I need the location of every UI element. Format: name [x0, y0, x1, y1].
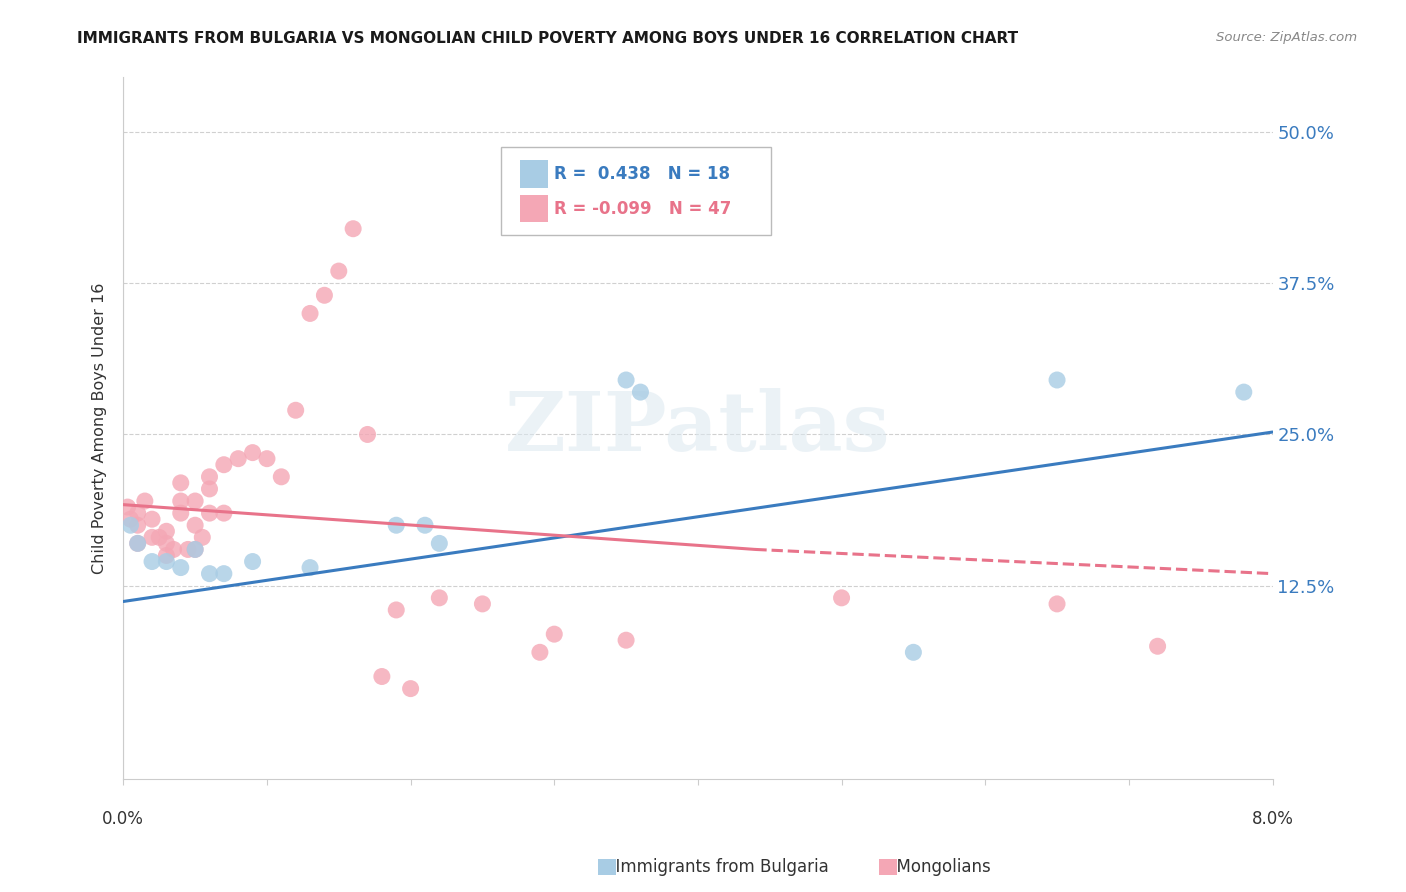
Point [155, 555, 177, 569]
Text: 0.0%: 0.0% [103, 810, 145, 828]
Point [148, 530, 170, 544]
Point [170, 475, 193, 490]
Point [903, 645, 925, 659]
Point [141, 555, 163, 569]
Point [177, 542, 200, 557]
Point [543, 627, 565, 641]
Point [184, 494, 207, 508]
Point [198, 482, 221, 496]
Point [242, 555, 264, 569]
Point [212, 458, 235, 472]
Point [170, 494, 193, 508]
Point [413, 518, 436, 533]
Point [385, 603, 408, 617]
Point [170, 560, 193, 574]
Point [427, 591, 450, 605]
Point [427, 536, 450, 550]
Point [1046, 597, 1069, 611]
Point [226, 451, 249, 466]
Point [1146, 640, 1168, 654]
Point [630, 385, 652, 400]
Point [471, 597, 494, 611]
Point [162, 542, 184, 557]
Y-axis label: Child Poverty Among Boys Under 16: Child Poverty Among Boys Under 16 [93, 283, 107, 574]
Point [242, 445, 264, 459]
Point [134, 494, 156, 508]
Point [141, 530, 163, 544]
Point [270, 470, 292, 484]
Point [198, 566, 221, 581]
Point [356, 427, 378, 442]
Point [212, 506, 235, 520]
Point [155, 549, 177, 563]
Point [198, 470, 221, 484]
Point [1046, 373, 1069, 387]
Text: R = -0.099   N = 47: R = -0.099 N = 47 [554, 200, 731, 218]
Point [614, 633, 637, 648]
Point [314, 288, 336, 302]
Text: R =  0.438   N = 18: R = 0.438 N = 18 [554, 165, 730, 183]
Point [191, 530, 214, 544]
Point [184, 518, 207, 533]
Point [155, 524, 177, 539]
Point [127, 536, 149, 550]
Text: Source: ZipAtlas.com: Source: ZipAtlas.com [1216, 31, 1357, 45]
Point [299, 560, 322, 574]
Point [184, 542, 207, 557]
Point [614, 373, 637, 387]
Point [299, 306, 322, 320]
Text: IMMIGRANTS FROM BULGARIA VS MONGOLIAN CHILD POVERTY AMONG BOYS UNDER 16 CORRELAT: IMMIGRANTS FROM BULGARIA VS MONGOLIAN CH… [77, 31, 1018, 46]
Text: ZIPatlas: ZIPatlas [505, 388, 890, 468]
Point [127, 506, 149, 520]
Point [127, 536, 149, 550]
Point [831, 591, 853, 605]
Point [212, 566, 235, 581]
Point [120, 518, 142, 533]
Point [120, 512, 142, 526]
Point [284, 403, 307, 417]
Point [1233, 385, 1256, 400]
Point [141, 512, 163, 526]
Text: Immigrants from Bulgaria: Immigrants from Bulgaria [605, 858, 828, 876]
Point [127, 518, 149, 533]
Point [155, 536, 177, 550]
Text: Mongolians: Mongolians [886, 858, 991, 876]
Point [399, 681, 422, 696]
Point [184, 542, 207, 557]
Text: 8.0%: 8.0% [1251, 810, 1294, 828]
Point [198, 506, 221, 520]
Point [328, 264, 350, 278]
Point [342, 221, 364, 235]
Point [117, 500, 139, 514]
Point [170, 506, 193, 520]
Point [385, 518, 408, 533]
Point [256, 451, 278, 466]
Point [371, 669, 394, 683]
Point [529, 645, 551, 659]
